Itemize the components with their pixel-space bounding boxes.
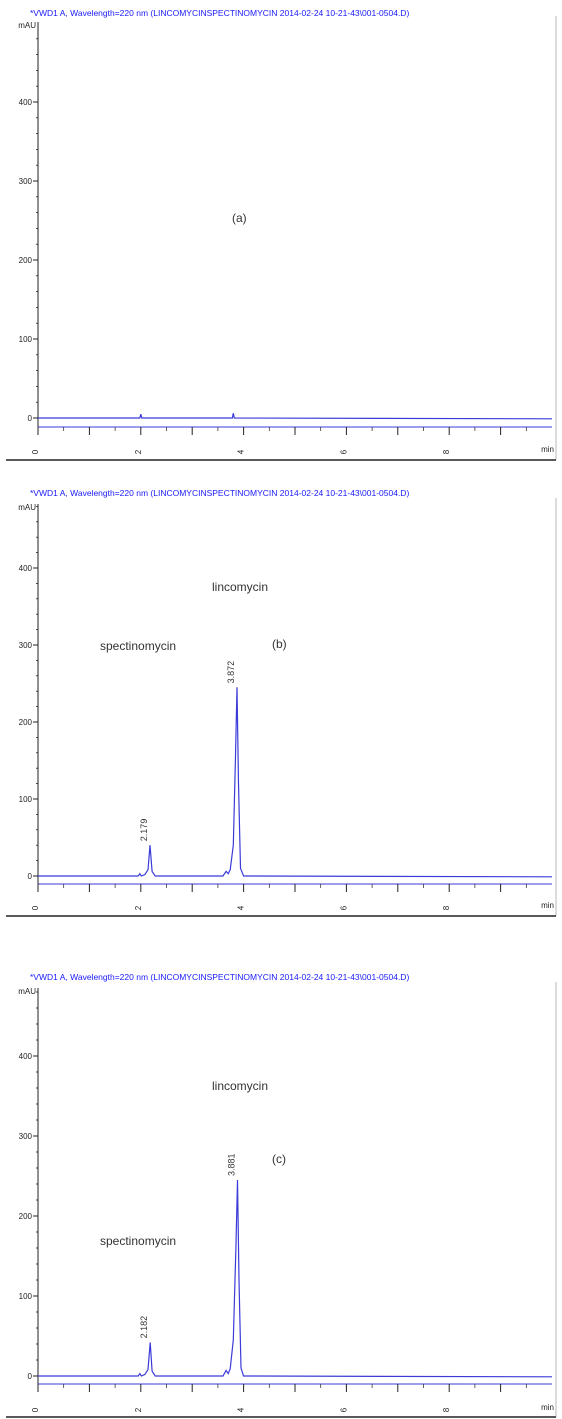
- y-tick-label: 200: [19, 1212, 33, 1221]
- y-tick-label: 200: [19, 256, 33, 265]
- y-tick-label: 300: [19, 177, 33, 186]
- chromatogram-panel-b: *VWD1 A, Wavelength=220 nm (LINCOMYCINSP…: [0, 478, 562, 920]
- peak-retention-time-label: 2.179: [139, 819, 149, 842]
- chromatogram-trace: [38, 1179, 553, 1378]
- x-tick-label: 4: [237, 1407, 246, 1412]
- y-axis-unit-label: mAU: [18, 987, 36, 996]
- y-tick-label: 0: [28, 1372, 33, 1381]
- x-tick-label: 8: [442, 449, 451, 454]
- chromatogram-trace: [38, 413, 553, 420]
- x-tick-label: 2: [134, 1407, 143, 1412]
- y-tick-label: 300: [19, 641, 33, 650]
- chromatogram-panel-c: *VWD1 A, Wavelength=220 nm (LINCOMYCINSP…: [0, 962, 562, 1419]
- x-tick-label: 6: [339, 449, 348, 454]
- peak-name-label: lincomycin: [212, 1079, 268, 1093]
- x-tick-label: 0: [31, 1407, 40, 1412]
- x-tick-label: 0: [31, 905, 40, 910]
- y-tick-label: 400: [19, 564, 33, 573]
- x-axis-unit-label: min: [541, 901, 554, 910]
- chromatogram-header: *VWD1 A, Wavelength=220 nm (LINCOMYCINSP…: [30, 488, 409, 498]
- x-tick-label: 2: [134, 449, 143, 454]
- x-tick-label: 8: [442, 1407, 451, 1412]
- panel-label: (c): [272, 1152, 286, 1166]
- peak-name-label: spectinomycin: [100, 1234, 176, 1248]
- y-tick-label: 400: [19, 1052, 33, 1061]
- chromatogram-c: *VWD1 A, Wavelength=220 nm (LINCOMYCINSP…: [6, 972, 557, 1418]
- peak-retention-time-label: 2.182: [139, 1316, 149, 1339]
- panel-label: (a): [232, 211, 247, 225]
- y-tick-label: 0: [28, 872, 33, 881]
- chromatogram-trace: [38, 687, 553, 878]
- chromatogram-panel-a: *VWD1 A, Wavelength=220 nm (LINCOMYCINSP…: [0, 0, 562, 468]
- chromatogram-header: *VWD1 A, Wavelength=220 nm (LINCOMYCINSP…: [30, 8, 409, 18]
- x-tick-label: 4: [237, 905, 246, 910]
- y-tick-label: 100: [19, 795, 33, 804]
- y-tick-label: 100: [19, 335, 33, 344]
- y-tick-label: 0: [28, 414, 33, 423]
- y-axis-unit-label: mAU: [18, 503, 36, 512]
- chromatogram-b: *VWD1 A, Wavelength=220 nm (LINCOMYCINSP…: [6, 488, 557, 917]
- y-axis-unit-label: mAU: [18, 21, 36, 30]
- y-tick-label: 100: [19, 1292, 33, 1301]
- x-tick-label: 2: [134, 905, 143, 910]
- y-tick-label: 400: [19, 98, 33, 107]
- x-tick-label: 0: [31, 449, 40, 454]
- panel-label: (b): [272, 637, 287, 651]
- peak-name-label: spectinomycin: [100, 639, 176, 653]
- x-tick-label: 6: [339, 1407, 348, 1412]
- x-tick-label: 6: [339, 905, 348, 910]
- peak-retention-time-label: 3.872: [226, 661, 236, 684]
- x-tick-label: 4: [237, 449, 246, 454]
- x-axis-unit-label: min: [541, 445, 554, 454]
- peak-name-label: lincomycin: [212, 580, 268, 594]
- x-tick-label: 8: [442, 905, 451, 910]
- x-axis-unit-label: min: [541, 1403, 554, 1412]
- chromatogram-a: *VWD1 A, Wavelength=220 nm (LINCOMYCINSP…: [6, 8, 557, 461]
- chromatogram-header: *VWD1 A, Wavelength=220 nm (LINCOMYCINSP…: [30, 972, 409, 982]
- y-tick-label: 300: [19, 1132, 33, 1141]
- peak-retention-time-label: 3.881: [226, 1153, 236, 1176]
- y-tick-label: 200: [19, 718, 33, 727]
